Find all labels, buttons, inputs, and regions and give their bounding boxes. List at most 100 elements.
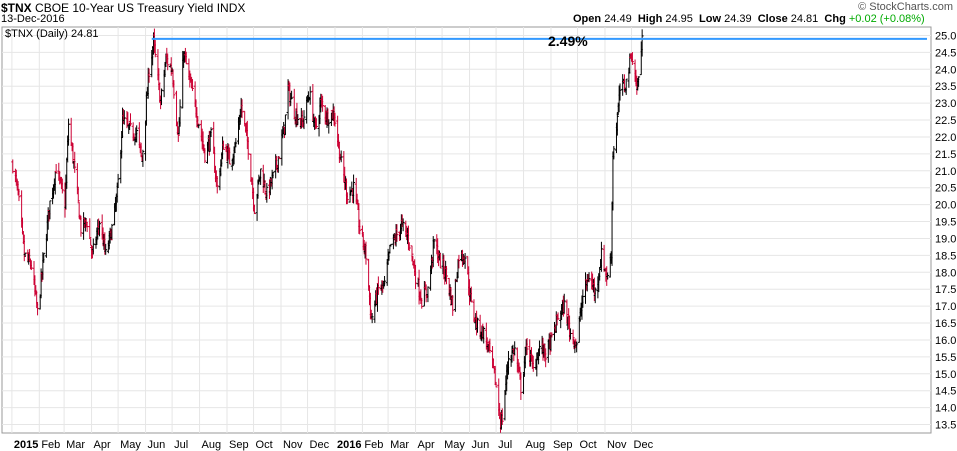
ohlc-bar — [500, 408, 504, 425]
ohlc-bar — [598, 266, 602, 281]
x-tick-label: Feb — [364, 439, 383, 451]
ohlc-bar — [265, 182, 269, 203]
high-value: 24.95 — [665, 13, 693, 25]
ohlc-bar — [137, 122, 141, 149]
ohlc-bar — [438, 253, 442, 269]
ohlc-bar — [302, 110, 306, 130]
ohlc-bar — [54, 164, 58, 174]
x-tick-label: Feb — [41, 439, 60, 451]
y-tick-label: 16.5 — [935, 318, 956, 330]
x-tick-label: Aug — [202, 439, 222, 451]
ohlc-bar — [17, 188, 21, 202]
ohlc-bar — [476, 317, 480, 333]
ohlc-bar — [376, 276, 380, 295]
ohlc-bar — [67, 118, 71, 146]
low-value: 24.39 — [724, 13, 752, 25]
y-tick-label: 21.5 — [935, 149, 956, 161]
ohlc-bar — [263, 180, 267, 195]
ohlc-bar — [76, 186, 80, 202]
ohlc-bar — [491, 358, 495, 369]
ohlc-bar — [364, 241, 368, 265]
ohlc-bar — [139, 142, 143, 158]
ohlc-bar — [153, 40, 157, 58]
ohlc-bar — [290, 90, 294, 100]
ohlc-bar — [296, 114, 300, 126]
x-tick-label: Jun — [148, 439, 166, 451]
y-tick-label: 18.0 — [935, 267, 956, 279]
y-tick-label: 19.0 — [935, 233, 956, 245]
ohlc-bar — [395, 224, 399, 242]
ohlc-bar — [333, 112, 337, 127]
ohlc-bar — [358, 219, 362, 235]
ohlc-bar — [513, 341, 517, 356]
close-label: Close — [757, 13, 788, 25]
y-tick-label: 21.0 — [935, 166, 956, 178]
ohlc-bar — [69, 117, 73, 146]
ohlc-bar — [292, 88, 296, 120]
ohlc-bar — [144, 91, 148, 126]
ohlc-bar — [228, 147, 232, 165]
ohlc-bar — [414, 264, 418, 290]
y-tick-label: 17.5 — [935, 284, 956, 296]
open-value: 24.49 — [604, 13, 632, 25]
ohlc-bar — [426, 286, 430, 303]
y-tick-label: 16.0 — [935, 335, 956, 347]
low-label: Low — [699, 13, 722, 25]
ohlc-bar — [65, 157, 69, 189]
ohlc-bar — [89, 238, 93, 246]
ohlc-bar — [126, 112, 130, 126]
ohlc-bar — [593, 287, 597, 304]
ohlc-bar — [196, 115, 200, 128]
ohlc-bar — [410, 245, 414, 262]
ohlc-bar — [240, 99, 244, 119]
ohlc-bar — [129, 113, 133, 127]
ohlc-bar — [308, 86, 312, 105]
y-tick-label: 20.0 — [935, 200, 956, 212]
x-tick-label: 2015 — [14, 439, 38, 451]
ohlc-bar — [575, 341, 579, 353]
chg-label: Chg — [824, 13, 846, 25]
plot-frame — [1, 26, 932, 434]
ohlc-bar — [159, 88, 163, 106]
ohlc-bar — [537, 340, 541, 357]
high-label: High — [637, 13, 663, 25]
symbol: $TNX — [1, 1, 32, 15]
ohlc-bar — [488, 338, 492, 354]
open-label: Open — [573, 13, 602, 25]
ohlc-bar — [48, 200, 52, 220]
ohlc-bar — [345, 192, 349, 205]
y-tick-label: 25.0 — [935, 30, 956, 42]
ohlc-bar — [221, 140, 225, 150]
ohlc-bar — [360, 225, 364, 237]
x-tick-label: Aug — [526, 439, 546, 451]
y-tick-label: 19.5 — [935, 217, 956, 229]
ohlc-bar — [571, 329, 575, 345]
x-tick-label: Dec — [634, 439, 654, 451]
x-tick-label: Nov — [607, 439, 627, 451]
security-name: CBOE 10-Year US Treasury Yield — [35, 1, 214, 15]
ohlc-bar — [383, 275, 387, 287]
y-tick-label: 15.0 — [935, 369, 956, 381]
ohlc-bar — [135, 125, 139, 143]
annotation-label: 2.49% — [548, 33, 588, 49]
ohlc-bar — [147, 68, 151, 83]
ohlc-bar — [370, 313, 374, 324]
ohlc-bar — [618, 83, 622, 101]
ohlc-bar — [482, 326, 486, 344]
y-tick-label: 15.5 — [935, 352, 956, 364]
ohlc-bar — [190, 79, 194, 92]
x-tick-label: Sep — [553, 439, 573, 451]
x-tick-label: Apr — [94, 439, 111, 451]
ohlc-bar — [73, 151, 77, 173]
x-tick-label: Nov — [283, 439, 303, 451]
legend-label: $TNX (Daily) 24.81 — [5, 28, 99, 40]
x-tick-label: May — [444, 439, 465, 451]
ohlc-bar — [622, 74, 626, 93]
ohlc-bar — [494, 381, 498, 388]
ohlc-bar — [116, 173, 120, 188]
ohlc-bar — [457, 254, 461, 269]
x-tick-label: Jul — [174, 439, 188, 451]
ohlc-bar — [451, 294, 455, 316]
ohlc-bar — [506, 351, 510, 375]
ohlc-bar — [463, 253, 467, 269]
